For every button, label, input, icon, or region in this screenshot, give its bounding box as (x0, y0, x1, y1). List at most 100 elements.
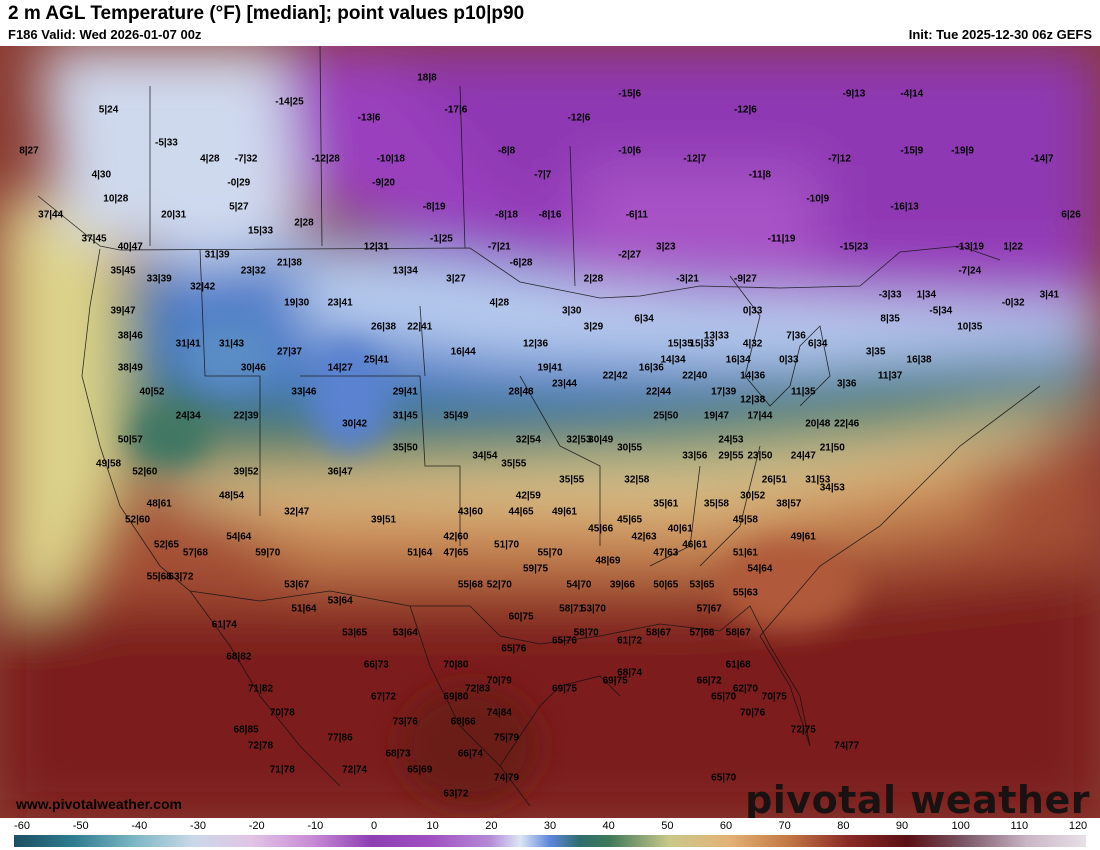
point-value: 28|48 (508, 386, 534, 398)
point-value: 31|43 (219, 338, 245, 350)
point-value: 29|55 (718, 450, 744, 462)
point-value: 55|68 (146, 571, 172, 583)
point-value: 45|65 (617, 514, 643, 526)
brand-logo: pivotal weather (745, 778, 1090, 818)
point-value: 52|65 (153, 539, 179, 551)
point-value: 54|64 (747, 563, 773, 575)
colorbar-tick: -40 (131, 820, 148, 832)
point-value: -3|33 (878, 289, 902, 301)
point-value: 51|61 (732, 547, 758, 559)
point-value: 44|65 (508, 506, 534, 518)
point-value: 7|36 (786, 330, 806, 341)
point-value: -9|20 (372, 177, 395, 189)
colorbar-tick: 80 (837, 820, 850, 832)
point-value: 42|63 (631, 531, 657, 543)
init-time: Init: Tue 2025-12-30 06z GEFS (908, 27, 1092, 42)
point-value: 22|46 (834, 418, 860, 430)
point-value: 72|83 (465, 683, 491, 695)
point-value: -13|19 (955, 241, 984, 253)
point-value: 23|32 (240, 265, 266, 277)
point-value: 70|78 (269, 707, 295, 719)
point-value: 19|30 (284, 297, 310, 309)
point-value: 11|35 (791, 386, 816, 398)
point-value: 48|54 (219, 490, 245, 502)
colorbar-tick: 40 (602, 820, 615, 832)
colorbar-tick: -10 (307, 820, 324, 832)
point-value: 3|36 (836, 378, 857, 390)
point-value: -5|33 (155, 137, 178, 148)
point-value: 10|35 (957, 321, 983, 333)
point-value: 43|60 (457, 506, 483, 518)
point-value: 72|75 (790, 724, 816, 736)
point-value: 14|27 (327, 362, 353, 374)
point-value: 70|75 (761, 691, 787, 703)
colorbar-tick: 90 (895, 820, 909, 832)
point-value: 59|75 (522, 563, 549, 575)
point-value: 34|53 (819, 482, 845, 494)
point-value: 35|49 (443, 410, 469, 422)
point-value: 19|41 (537, 362, 563, 374)
colorbar-tick: -20 (248, 820, 265, 832)
point-value: 54|64 (226, 531, 252, 543)
point-value: 60|75 (508, 611, 534, 623)
point-value: 22|41 (407, 321, 433, 333)
point-value: 68|82 (226, 651, 252, 663)
point-value: 50|65 (653, 579, 679, 591)
point-value: 68|73 (385, 748, 411, 760)
point-value: -11|19 (767, 233, 796, 245)
point-value: 63|72 (168, 571, 194, 583)
point-value: 57|67 (696, 603, 722, 615)
point-value: 15|33 (247, 225, 274, 237)
point-value: -14|7 (1030, 153, 1054, 165)
point-value: 16|38 (906, 354, 932, 366)
point-value: 10|28 (103, 193, 129, 205)
point-value: 73|76 (392, 716, 418, 727)
point-value: 51|64 (407, 547, 433, 559)
website-label: www.pivotalweather.com (16, 796, 182, 812)
point-value: 53|67 (284, 579, 310, 591)
point-value: 8|27 (19, 145, 39, 157)
point-value: 65|70 (711, 772, 737, 784)
point-value: 22|44 (646, 386, 672, 398)
point-value: 52|60 (132, 466, 158, 478)
point-value: 40|47 (117, 241, 143, 253)
point-value: 68|66 (450, 716, 476, 727)
point-value: 70|80 (443, 659, 469, 671)
point-value: -0|32 (1001, 297, 1025, 309)
point-value: 47|63 (653, 547, 679, 559)
point-value: 35|55 (559, 474, 585, 486)
point-value: 17|44 (747, 410, 773, 422)
point-value: -5|34 (929, 305, 953, 317)
point-value: 2|28 (583, 273, 604, 285)
point-value: 49|58 (96, 458, 122, 470)
point-value: 68|85 (233, 724, 259, 736)
point-value: 29|41 (392, 386, 418, 398)
point-value: 4|28 (200, 153, 220, 165)
colorbar-tick: -50 (72, 820, 89, 832)
point-value: -10|18 (376, 153, 405, 165)
point-value: 12|36 (522, 338, 549, 350)
point-value: -7|21 (487, 241, 511, 253)
point-value: 33|56 (682, 450, 708, 462)
point-value: 6|26 (1061, 209, 1081, 221)
point-value: 58|71 (559, 603, 585, 615)
point-value: -15|23 (839, 241, 869, 253)
point-value: 53|64 (392, 627, 418, 639)
point-value: 34|54 (472, 450, 498, 462)
point-value: 22|39 (233, 410, 259, 422)
point-value: 70|79 (486, 675, 512, 687)
borders (37, 46, 1041, 807)
point-value: 22|42 (602, 370, 628, 382)
point-value: 48|69 (595, 555, 621, 567)
point-value: 18|8 (417, 72, 437, 84)
point-value: -19|9 (951, 145, 974, 157)
point-value: -9|27 (733, 273, 757, 285)
point-value: 30|52 (740, 490, 766, 502)
point-value: 39|66 (609, 579, 635, 591)
point-value: -12|6 (733, 104, 757, 116)
point-value: 65|76 (501, 643, 527, 655)
point-value: 47|65 (443, 547, 469, 559)
point-value: 16|34 (725, 354, 751, 366)
point-value: 39|52 (233, 466, 259, 478)
point-value: 21|50 (819, 442, 845, 454)
